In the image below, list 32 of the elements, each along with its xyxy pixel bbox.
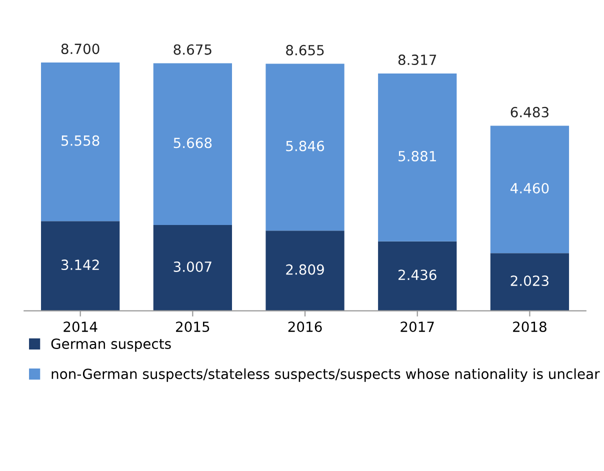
data-label: 2.436 xyxy=(398,270,436,280)
total-label: 8.317 xyxy=(398,54,436,66)
total-label: 6.483 xyxy=(510,106,548,118)
data-label: 5.558 xyxy=(62,135,100,146)
bar xyxy=(153,225,232,311)
bar xyxy=(153,63,232,226)
total-label: 8.700 xyxy=(61,44,100,54)
bar xyxy=(266,64,344,231)
x-tick-label: 2014 xyxy=(64,322,98,332)
bar xyxy=(378,241,457,311)
data-label: 2.809 xyxy=(286,264,324,275)
bar xyxy=(266,230,344,311)
bar xyxy=(378,73,457,242)
data-label: 5.668 xyxy=(174,138,212,148)
legend-label: German suspects xyxy=(51,338,171,352)
bar xyxy=(490,253,570,311)
total-label: 8.675 xyxy=(174,44,212,55)
data-label: 5.846 xyxy=(286,140,324,152)
x-tick-label: 2017 xyxy=(400,322,434,332)
legend-label: non-German suspects/stateless suspects/suspects whose nationality is unclear xyxy=(52,368,600,382)
data-label: 3.007 xyxy=(174,261,212,272)
x-tick-label: 2016 xyxy=(288,322,322,332)
bar xyxy=(41,62,120,222)
data-label: 3.142 xyxy=(62,260,99,270)
total-label: 8.655 xyxy=(286,44,324,56)
bar xyxy=(41,221,120,311)
data-label: 4.460 xyxy=(510,182,549,194)
bar xyxy=(490,126,570,254)
data-label: 5.881 xyxy=(398,150,436,162)
x-tick-label: 2015 xyxy=(176,322,210,332)
x-tick-label: 2018 xyxy=(513,322,546,332)
data-label: 2.023 xyxy=(510,276,548,286)
